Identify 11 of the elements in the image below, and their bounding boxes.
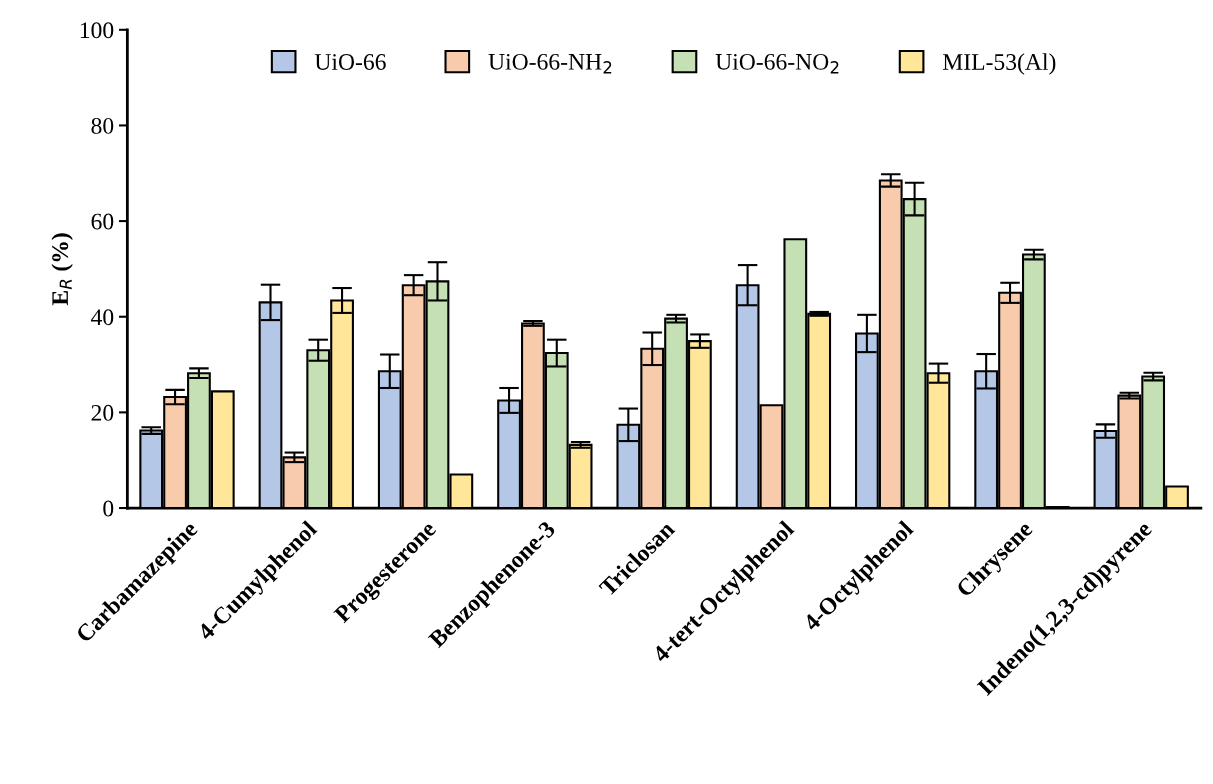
legend-label: MIL-53(Al): [942, 53, 1056, 75]
y-tick-label: 20: [91, 404, 114, 421]
legend-label: UiO-66: [314, 54, 386, 70]
y-axis-title: E$_{R}$ (%): [51, 233, 73, 306]
y-tick-label: 100: [80, 22, 114, 39]
y-tick-label: 60: [91, 213, 114, 230]
y-tick-label: 0: [103, 500, 114, 517]
y-tick-label: 80: [91, 117, 114, 134]
legend-label: UiO-66-NO$_{2}$: [715, 53, 839, 74]
y-tick-label: 40: [91, 309, 114, 326]
legend-label: UiO-66-NH$_{2}$: [488, 53, 612, 74]
